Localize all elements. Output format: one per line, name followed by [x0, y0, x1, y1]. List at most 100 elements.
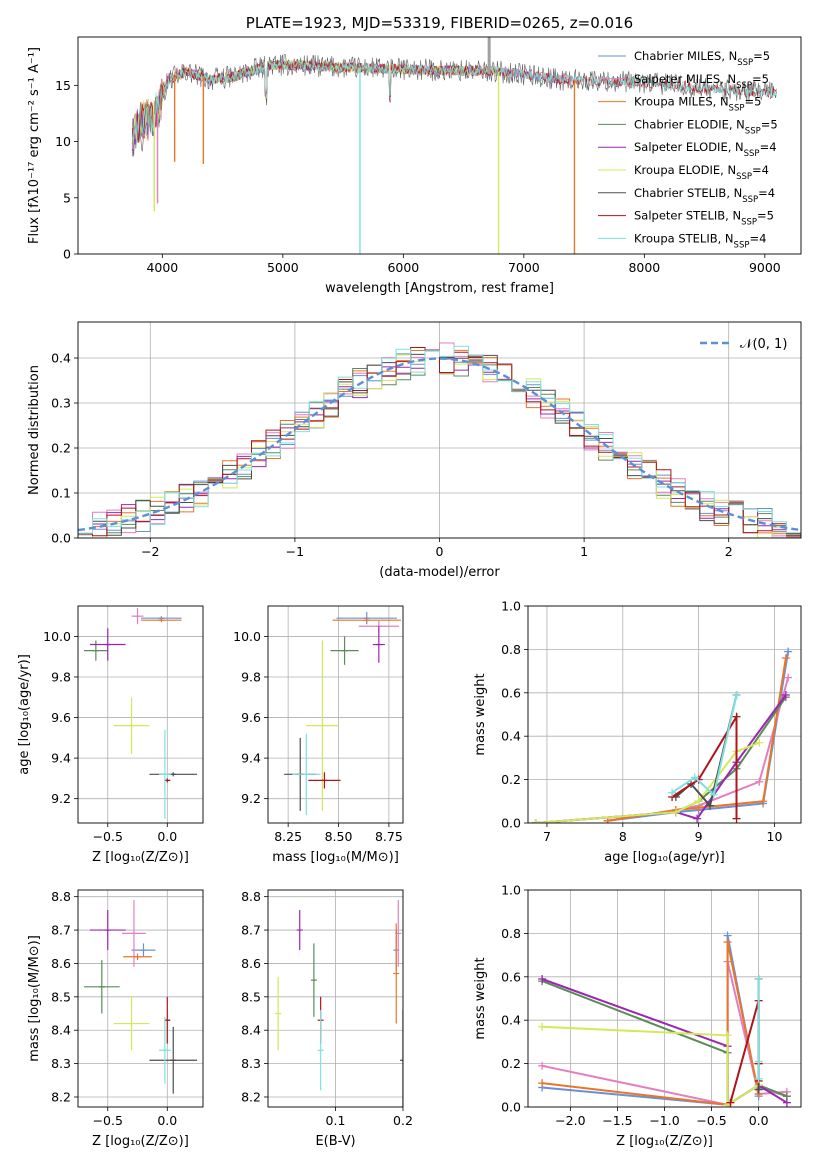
x-axis-label: mass [log₁₀(M/M⊙)]	[272, 850, 399, 865]
legend-label-chab_miles: Chabrier MILES, NSSP=5	[634, 49, 770, 68]
y-tick-label: 0.8	[501, 926, 521, 941]
y-tick-label: 0.2	[501, 1056, 521, 1071]
errorbar-point-krou_elodie	[113, 697, 150, 755]
x-axis-label: E(B-V)	[315, 1134, 355, 1149]
x-tick-label: 6000	[387, 260, 419, 275]
x-tick-label: 8000	[628, 260, 660, 275]
legend-label-krou_stelib: Kroupa STELIB, NSSP=4	[634, 231, 766, 250]
weight-marker-krou_miles	[538, 1079, 547, 1088]
y-axis-label: Flux [fλ10⁻¹⁷ erg cm⁻² s⁻¹ A⁻¹]	[27, 47, 42, 244]
x-tick-label: 4000	[146, 260, 178, 275]
plot-area	[268, 890, 403, 1107]
errorbar-point-chab_stelib	[400, 1010, 403, 1107]
x-tick-label: 0.0	[157, 829, 177, 844]
errorbar-point-salp_elodie	[372, 626, 385, 663]
x-tick-label: 0	[436, 544, 444, 559]
legend-text: Kroupa STELIB, N	[634, 231, 734, 245]
legend-subscript: SSP	[737, 58, 753, 68]
x-tick-label: 0.1	[326, 1113, 346, 1128]
y-tick-label: 8.3	[241, 1056, 261, 1071]
panel-weight_vs_age: 7 8 9 10 0.0 0.2 0.4 0.6 0.8 1.0 age [log₁₀(age/yr…	[473, 599, 802, 865]
legend-text: =5	[753, 49, 770, 63]
x-axis-label: Z [log₁₀(Z/Z⊙)]	[92, 850, 189, 865]
legend-subscript: SSP	[736, 172, 752, 182]
y-axis-label: age [log₁₀(age/yr)]	[17, 654, 32, 775]
y-tick-label: 10.0	[43, 629, 71, 644]
y-tick-label: 8.6	[51, 956, 71, 971]
y-tick-label: 9.2	[51, 791, 71, 806]
legend-label-chab_elodie: Chabrier ELODIE, NSSP=5	[634, 117, 778, 136]
y-tick-label: 0.4	[501, 1013, 521, 1028]
y-axis-label: mass weight	[473, 957, 488, 1039]
y-tick-label: 10	[55, 134, 71, 149]
x-tick-label: 0.2	[393, 1113, 413, 1128]
x-axis-label: age [log₁₀(age/yr)]	[604, 850, 725, 865]
plot-area	[78, 606, 203, 823]
errorbar-point-chab_miles	[131, 943, 156, 957]
plot-area	[131, 37, 777, 254]
legend-text: =5	[761, 117, 778, 131]
weight-line-krou_stelib	[671, 694, 738, 797]
normal-curve	[78, 357, 801, 532]
legend-subscript: SSP	[734, 240, 750, 250]
axes-frame	[267, 605, 404, 824]
x-tick-label: 0.0	[749, 1113, 769, 1128]
y-tick-label: 8.2	[241, 1089, 261, 1104]
plot-area	[528, 606, 801, 823]
legend-subscript: SSP	[745, 126, 761, 136]
legend-text: =4	[752, 163, 769, 177]
x-tick-label: 8.75	[375, 829, 403, 844]
y-tick-label: 8.4	[51, 1023, 71, 1038]
y-tick-label: 0.1	[51, 486, 71, 501]
x-tick-label: 8.25	[274, 829, 302, 844]
weight-marker-krou_stelib	[709, 790, 718, 799]
x-tick-label: −0.5	[93, 829, 123, 844]
y-tick-label: 1.0	[501, 883, 521, 898]
y-tick-label: 8.5	[51, 989, 71, 1004]
x-axis-label: Z [log₁₀(Z/Z⊙)]	[616, 1134, 713, 1149]
panel-spectrum: 4000 5000 6000 7000 8000 9000 0 5 10 15 wavelength…	[27, 14, 802, 296]
axes-frame	[77, 321, 802, 539]
errorbar-point-salp_miles	[131, 608, 144, 625]
legend-text: Chabrier MILES, N	[634, 49, 737, 63]
y-tick-label: 8.4	[241, 1023, 261, 1038]
y-tick-label: 0.6	[501, 685, 521, 700]
legend-text: Kroupa ELODIE, N	[634, 163, 736, 177]
legend-subscript: SSP	[744, 149, 760, 159]
y-tick-label: 9.8	[51, 669, 71, 684]
legend-text: Salpeter STELIB, N	[634, 209, 741, 223]
legend-text: =4	[758, 186, 775, 200]
y-tick-label: 0.4	[501, 729, 521, 744]
legend-label-chab_stelib: Chabrier STELIB, NSSP=4	[634, 186, 775, 205]
legend-text: Chabrier ELODIE, N	[634, 117, 745, 131]
weight-marker-krou_elodie	[538, 1022, 547, 1031]
legend-subscript: SSP	[736, 81, 752, 91]
errorbar-point-chab_elodie	[83, 640, 108, 661]
y-tick-label: 9.6	[241, 710, 261, 725]
weight-marker-krou_miles	[723, 938, 732, 947]
weight-marker-salp_miles	[755, 777, 764, 786]
x-tick-label: −2	[141, 544, 159, 559]
weight-marker-salp_stelib	[726, 1098, 735, 1107]
y-tick-label: 5	[63, 190, 71, 205]
axes-frame	[77, 36, 802, 255]
histogram-step-krou_stelib	[78, 345, 801, 534]
errorbar-point-salp_miles	[122, 900, 146, 967]
errorbar-point-krou_stelib	[317, 1010, 324, 1091]
panel-weight_vs_Z: −2.0 −1.5 −1.0 −0.5 0.0 0.0 0.2 0.4 0.6 0.8 1.0 Z […	[473, 883, 802, 1149]
x-tick-label: −0.5	[696, 1113, 726, 1128]
grid	[528, 890, 801, 1107]
weight-marker-salp_elodie	[538, 974, 547, 983]
spectrum-line-salp_miles	[132, 60, 573, 142]
weight-line-krou_elodie	[542, 1025, 760, 1107]
y-tick-label: 8.2	[51, 1089, 71, 1104]
errorbar-point-chab_stelib	[149, 772, 198, 777]
x-axis-label: Z [log₁₀(Z/Z⊙)]	[92, 1134, 189, 1149]
y-tick-label: 9.8	[241, 669, 261, 684]
x-tick-label: 7	[543, 829, 551, 844]
legend-text: Salpeter MILES, N	[634, 72, 736, 86]
weight-marker-chab_stelib	[754, 1085, 763, 1094]
grid	[78, 890, 203, 1107]
x-tick-label: 2	[725, 544, 733, 559]
